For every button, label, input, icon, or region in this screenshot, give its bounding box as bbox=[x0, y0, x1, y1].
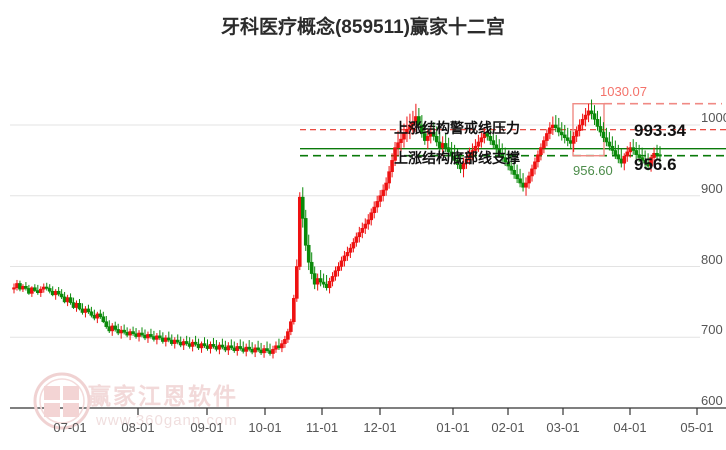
y-axis-tick-700: 700 bbox=[701, 322, 723, 338]
x-axis-tick-08-01: 08-01 bbox=[121, 420, 155, 435]
x-axis-tick-01-01: 01-01 bbox=[436, 420, 470, 435]
watermark-brand: 赢家江恩软件 bbox=[88, 383, 238, 409]
resistance-price: 993.34 bbox=[634, 121, 686, 140]
x-axis-tick-02-01: 02-01 bbox=[491, 420, 525, 435]
support-price: 956.6 bbox=[634, 155, 677, 174]
range-box bbox=[572, 103, 605, 157]
x-axis-tick-09-01: 09-01 bbox=[190, 420, 224, 435]
support-annotation: 上涨结构底部线支撑 bbox=[394, 150, 520, 166]
x-axis-tick-10-01: 10-01 bbox=[248, 420, 282, 435]
x-axis-tick-05-01: 05-01 bbox=[680, 420, 714, 435]
lower-box-price: 956.60 bbox=[573, 163, 613, 178]
x-axis-tick-11-01: 11-01 bbox=[305, 420, 339, 435]
x-axis-tick-03-01: 03-01 bbox=[546, 420, 580, 435]
candlestick-series bbox=[12, 99, 662, 359]
x-axis-tick-07-01: 07-01 bbox=[53, 420, 87, 435]
x-axis-tick-04-01: 04-01 bbox=[613, 420, 647, 435]
page-title: 牙科医疗概念(859511)赢家十二宫 bbox=[220, 17, 505, 38]
upper-box-price: 1030.07 bbox=[600, 84, 647, 99]
y-axis-tick-900: 900 bbox=[701, 180, 723, 196]
watermark-url: www.360gann.com bbox=[96, 412, 238, 429]
resistance-annotation: 上涨结构警戒线压力 bbox=[394, 120, 520, 136]
y-axis-tick-600: 600 bbox=[701, 393, 723, 408]
company-seal-icon bbox=[33, 372, 91, 430]
x-axis-tick-12-01: 12-01 bbox=[363, 420, 397, 435]
y-axis-tick-800: 800 bbox=[701, 251, 723, 267]
